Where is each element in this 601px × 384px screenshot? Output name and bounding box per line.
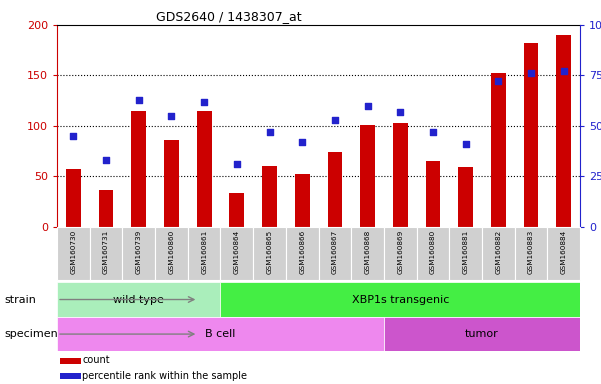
- Point: [69, 133, 78, 139]
- Bar: [230, 193, 244, 227]
- Bar: [523, 43, 538, 227]
- Point: [264, 129, 274, 135]
- Text: GSM160882: GSM160882: [495, 230, 501, 275]
- Point: [493, 78, 503, 84]
- Bar: [384, 227, 416, 280]
- Bar: [458, 167, 473, 227]
- Text: XBP1s transgenic: XBP1s transgenic: [352, 295, 449, 305]
- Point: [134, 96, 144, 103]
- Text: GSM160869: GSM160869: [397, 230, 403, 275]
- Bar: [221, 227, 253, 280]
- Point: [297, 139, 307, 145]
- Text: GSM160860: GSM160860: [168, 230, 174, 275]
- Bar: [253, 227, 286, 280]
- Bar: [57, 282, 221, 317]
- Point: [363, 103, 373, 109]
- Point: [559, 68, 569, 74]
- Text: GSM160867: GSM160867: [332, 230, 338, 275]
- Text: GSM160866: GSM160866: [299, 230, 305, 275]
- Bar: [221, 282, 580, 317]
- Bar: [60, 373, 81, 379]
- Text: GSM160731: GSM160731: [103, 230, 109, 275]
- Bar: [90, 227, 123, 280]
- Bar: [557, 35, 571, 227]
- Text: tumor: tumor: [465, 329, 499, 339]
- Bar: [514, 227, 548, 280]
- Text: wild type: wild type: [114, 295, 164, 305]
- Bar: [548, 227, 580, 280]
- Point: [395, 109, 405, 115]
- Bar: [57, 317, 384, 351]
- Bar: [188, 227, 221, 280]
- Text: GSM160861: GSM160861: [201, 230, 207, 275]
- Bar: [262, 166, 277, 227]
- Point: [102, 157, 111, 163]
- Text: GSM160739: GSM160739: [136, 230, 142, 275]
- Bar: [426, 161, 441, 227]
- Bar: [351, 227, 384, 280]
- Text: GSM160881: GSM160881: [463, 230, 469, 275]
- Text: GSM160880: GSM160880: [430, 230, 436, 275]
- Text: GSM160730: GSM160730: [70, 230, 76, 275]
- Bar: [491, 73, 505, 227]
- Point: [461, 141, 471, 147]
- Bar: [328, 152, 342, 227]
- Text: GSM160868: GSM160868: [365, 230, 371, 275]
- Bar: [155, 227, 188, 280]
- Bar: [295, 174, 310, 227]
- Bar: [319, 227, 351, 280]
- Bar: [197, 111, 212, 227]
- Bar: [360, 125, 375, 227]
- Point: [526, 70, 535, 76]
- Point: [166, 113, 176, 119]
- Text: GSM160884: GSM160884: [561, 230, 567, 275]
- Bar: [384, 317, 580, 351]
- Text: specimen: specimen: [5, 329, 58, 339]
- Point: [428, 129, 438, 135]
- Text: B cell: B cell: [206, 329, 236, 339]
- Bar: [416, 227, 450, 280]
- Bar: [99, 190, 114, 227]
- Point: [330, 117, 340, 123]
- Bar: [60, 358, 81, 364]
- Text: percentile rank within the sample: percentile rank within the sample: [82, 371, 247, 381]
- Bar: [66, 169, 81, 227]
- Bar: [482, 227, 514, 280]
- Text: strain: strain: [5, 295, 37, 305]
- Bar: [123, 227, 155, 280]
- Text: GSM160883: GSM160883: [528, 230, 534, 275]
- Bar: [286, 227, 319, 280]
- Text: GSM160864: GSM160864: [234, 230, 240, 275]
- Point: [232, 161, 242, 167]
- Bar: [164, 140, 179, 227]
- Text: GSM160865: GSM160865: [266, 230, 272, 275]
- Bar: [132, 111, 146, 227]
- Text: count: count: [82, 356, 110, 366]
- Point: [200, 98, 209, 104]
- Text: GDS2640 / 1438307_at: GDS2640 / 1438307_at: [156, 10, 301, 23]
- Bar: [57, 227, 90, 280]
- Bar: [450, 227, 482, 280]
- Bar: [393, 123, 407, 227]
